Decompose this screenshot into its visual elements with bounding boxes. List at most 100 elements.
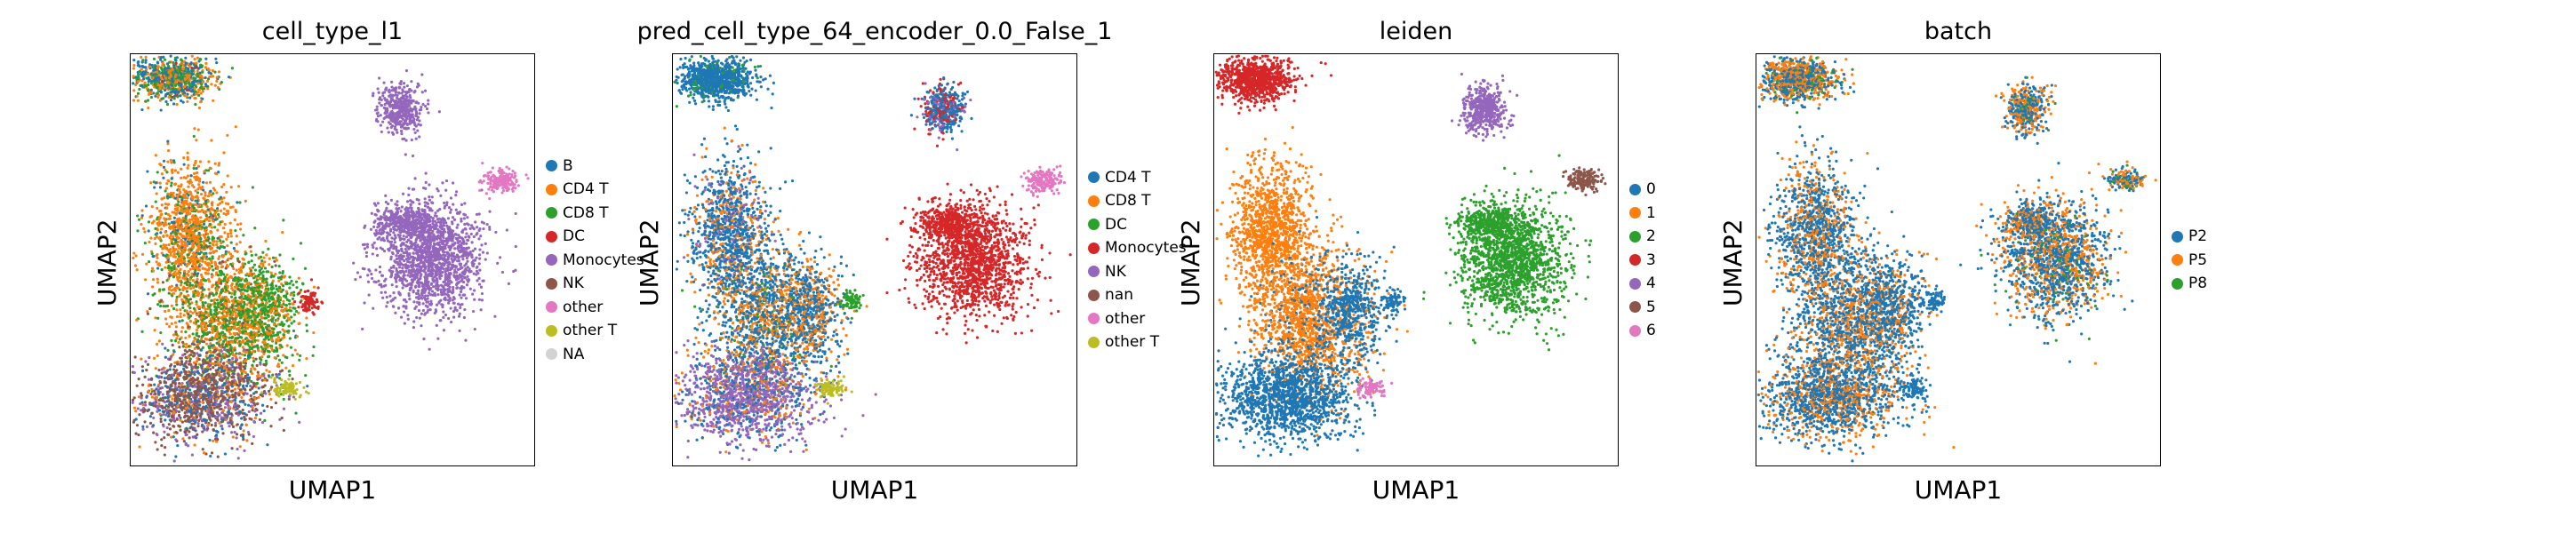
scatter-point — [187, 444, 190, 448]
scatter-point — [202, 303, 205, 307]
scatter-point — [234, 311, 237, 314]
scatter-point — [199, 243, 204, 247]
scatter-point — [179, 77, 182, 81]
scatter-point — [170, 177, 173, 180]
scatter-point — [208, 180, 212, 184]
scatter-point — [244, 384, 249, 387]
scatter-point — [175, 314, 180, 319]
scatter-point — [208, 251, 212, 255]
scatter-point — [165, 182, 169, 186]
scatter-point — [231, 435, 235, 439]
scatter-point — [174, 330, 178, 334]
scatter-point — [198, 71, 202, 75]
scatter-point — [196, 412, 200, 417]
scatter-point — [187, 203, 191, 208]
scatter-point — [235, 282, 238, 286]
scatter-point — [132, 58, 136, 62]
scatter-point — [205, 232, 210, 236]
scatter-point — [194, 268, 197, 272]
scatter-point — [199, 100, 203, 104]
scatter-point — [191, 241, 196, 245]
scatter-point — [217, 212, 220, 217]
scatter-point — [405, 99, 410, 102]
scatter-point — [184, 287, 188, 290]
scatter-point — [137, 218, 141, 221]
scatter-point — [172, 267, 176, 271]
scatter-point — [220, 290, 223, 294]
scatter-point — [238, 282, 242, 286]
scatter-point — [140, 252, 145, 256]
scatter-point — [218, 295, 221, 298]
scatter-point — [186, 280, 189, 283]
scatter-point — [240, 353, 244, 356]
scatter-point — [270, 345, 274, 348]
scatter-point — [228, 291, 231, 295]
scatter-point — [255, 363, 259, 368]
scatter-point — [145, 262, 148, 266]
scatter-point — [192, 292, 196, 296]
scatter-point — [220, 365, 224, 369]
scatter-point — [281, 328, 284, 331]
scatter-point — [160, 386, 164, 390]
scatter-point — [209, 216, 213, 219]
scatter-point — [146, 362, 150, 366]
scatter-point — [402, 123, 406, 126]
scatter-point — [198, 79, 202, 84]
scatter-point — [385, 86, 388, 90]
scatter-point — [162, 165, 166, 169]
scatter-point — [159, 419, 163, 424]
scatter-point — [252, 276, 256, 280]
scatter-point — [404, 153, 407, 156]
scatter-point — [249, 245, 252, 249]
scatter-point — [190, 422, 194, 426]
scatter-point — [147, 378, 151, 381]
scatter-point — [176, 250, 180, 253]
scatter-point — [206, 77, 211, 81]
scatter-point — [192, 234, 196, 237]
scatter-point — [179, 267, 182, 271]
scatter-point — [161, 83, 164, 86]
scatter-point — [198, 339, 202, 343]
scatter-point — [197, 179, 202, 183]
scatter-point — [233, 218, 236, 222]
scatter-point — [179, 227, 182, 231]
scatter-point — [212, 298, 216, 302]
scatter-point — [231, 313, 235, 316]
scatter-point — [287, 397, 291, 401]
scatter-point — [175, 375, 180, 378]
scatter-point — [199, 251, 204, 254]
scatter-point — [208, 222, 212, 227]
scatter-point — [381, 91, 385, 95]
scatter-point — [140, 68, 143, 71]
scatter-point — [188, 242, 191, 245]
scatter-point — [175, 418, 179, 421]
scatter-point — [184, 330, 188, 334]
scatter-point — [176, 286, 180, 290]
scatter-point — [196, 290, 199, 293]
scatter-point — [178, 294, 181, 298]
scatter-point — [171, 68, 174, 71]
scatter-point — [172, 407, 176, 411]
scatter-point — [190, 453, 194, 457]
scatter-point — [206, 426, 210, 431]
scatter-point — [230, 67, 234, 70]
scatter-point — [180, 99, 183, 102]
scatter-point — [161, 61, 164, 65]
scatter-point — [213, 262, 217, 266]
scatter-point — [206, 302, 211, 306]
scatter-point — [390, 80, 394, 84]
scatter-point — [186, 99, 189, 103]
scatter-point — [220, 311, 224, 315]
scatter-point — [196, 380, 200, 385]
scatter-point — [234, 337, 237, 340]
scatter-point — [162, 288, 166, 291]
scatter-point — [173, 385, 177, 389]
scatter-point — [197, 418, 201, 422]
scatter-point — [245, 327, 250, 330]
scatter-point — [199, 414, 203, 418]
scatter-point — [208, 75, 212, 78]
scatter-point — [379, 123, 382, 127]
scatter-point — [131, 401, 134, 404]
scatter-point — [200, 286, 204, 290]
scatter-point — [216, 390, 220, 394]
